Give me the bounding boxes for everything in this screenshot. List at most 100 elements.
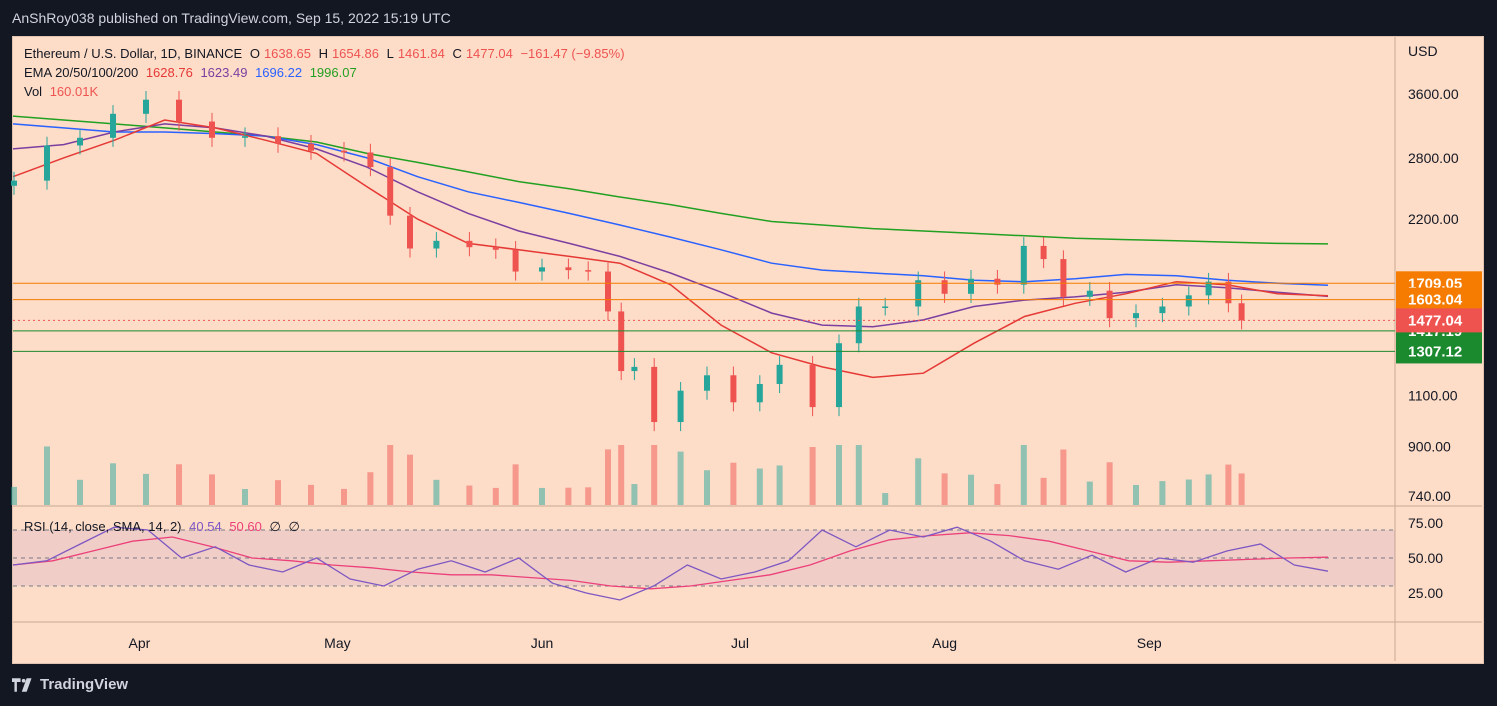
volume-bar bbox=[367, 472, 374, 505]
rsi-legend: RSI (14, close, SMA, 14, 2) 40.54 50.60 … bbox=[24, 519, 304, 535]
publish-header: AnShRoy038 published on TradingView.com,… bbox=[12, 10, 451, 26]
y-tick-label: 740.00 bbox=[1408, 488, 1451, 504]
candle-body bbox=[1060, 259, 1067, 297]
volume-bar bbox=[1185, 479, 1192, 505]
candle-body bbox=[512, 249, 519, 272]
volume-bar bbox=[565, 487, 572, 505]
ema50-line bbox=[12, 123, 1329, 328]
candle-body bbox=[1133, 313, 1139, 319]
volume-bar bbox=[585, 487, 592, 505]
volume-bar bbox=[1225, 464, 1232, 505]
low-label: L bbox=[386, 46, 394, 61]
volume-bar bbox=[387, 445, 394, 505]
volume-bar bbox=[110, 463, 116, 505]
y-tick-label: 2800.00 bbox=[1408, 150, 1459, 166]
rsi-sma-line bbox=[12, 532, 1329, 590]
ema20-value: 1628.76 bbox=[145, 65, 193, 80]
volume-bar bbox=[1020, 445, 1027, 505]
volume-bar bbox=[631, 484, 638, 505]
y-tick-label: 1100.00 bbox=[1408, 387, 1458, 403]
candle-body bbox=[176, 99, 182, 122]
volume-bar bbox=[915, 458, 922, 505]
volume-bar bbox=[341, 488, 347, 505]
candle-body bbox=[994, 278, 1001, 285]
volume-bar bbox=[941, 473, 948, 505]
ema20-line bbox=[12, 119, 1329, 379]
candle-body bbox=[367, 152, 374, 168]
tradingview-logo-icon bbox=[12, 677, 32, 692]
volume-bar bbox=[756, 468, 763, 505]
volume-bar bbox=[1159, 481, 1166, 505]
y-tick-label: 3600.00 bbox=[1408, 86, 1459, 102]
rsi-label: RSI (14, close, SMA, 14, 2) bbox=[24, 519, 182, 534]
close-value: 1477.04 bbox=[465, 46, 513, 61]
chart-legend: Ethereum / U.S. Dollar, 1D, BINANCE O 163… bbox=[24, 44, 629, 101]
currency-label: USD bbox=[1408, 43, 1438, 59]
volume-bar bbox=[275, 480, 281, 505]
footer-brand-label: TradingView bbox=[40, 676, 129, 693]
open-label: O bbox=[249, 46, 260, 61]
rsi-sma-value: 50.60 bbox=[229, 519, 262, 534]
volume-bar bbox=[1086, 481, 1093, 505]
ema-label: EMA 20/50/100/200 bbox=[24, 65, 139, 80]
candle-body bbox=[11, 180, 17, 186]
y-tick-label: 2200.00 bbox=[1408, 211, 1459, 227]
candle-body bbox=[882, 306, 889, 308]
volume-bar bbox=[1133, 484, 1139, 505]
candle-body bbox=[1086, 290, 1093, 297]
candle-body bbox=[110, 113, 116, 138]
low-value: 1461.84 bbox=[397, 46, 445, 61]
footer-brand[interactable]: TradingView bbox=[12, 676, 128, 693]
x-tick-label: May bbox=[324, 635, 350, 651]
open-value: 1638.65 bbox=[263, 46, 311, 61]
candle-body bbox=[585, 270, 592, 272]
candle-body bbox=[968, 278, 974, 294]
candle-body bbox=[565, 267, 572, 271]
volume-bar bbox=[855, 445, 862, 505]
volume-bar bbox=[433, 479, 440, 505]
volume-bar bbox=[44, 446, 50, 505]
candle-body bbox=[466, 240, 473, 248]
volume-bar bbox=[176, 464, 182, 505]
rsi-y-tick-label: 50.00 bbox=[1408, 550, 1443, 566]
volume-bar bbox=[968, 474, 974, 505]
last-price-badge bbox=[1396, 308, 1482, 333]
close-label: C bbox=[452, 46, 462, 61]
volume-bar bbox=[11, 486, 17, 505]
volume-bar bbox=[492, 487, 499, 505]
rsi-y-tick-label: 75.00 bbox=[1408, 515, 1443, 531]
candle-body bbox=[1205, 281, 1212, 296]
candle-body bbox=[341, 150, 347, 153]
volume-bar bbox=[242, 489, 248, 505]
high-value: 1654.86 bbox=[331, 46, 379, 61]
candle-body bbox=[941, 280, 948, 294]
x-tick-label: Apr bbox=[129, 635, 151, 651]
x-tick-label: Aug bbox=[932, 635, 957, 651]
vol-label: Vol bbox=[24, 84, 43, 99]
level-badge bbox=[1396, 287, 1482, 312]
volume-bar bbox=[677, 451, 684, 505]
volume-bar bbox=[776, 465, 783, 505]
volume-bar bbox=[209, 474, 215, 505]
candle-body bbox=[618, 311, 625, 372]
candle-body bbox=[433, 240, 440, 249]
symbol-label: Ethereum / U.S. Dollar, 1D, BINANCE bbox=[24, 46, 243, 61]
candle-body bbox=[407, 215, 413, 249]
ema200-line bbox=[12, 115, 1329, 245]
volume-bar bbox=[704, 470, 710, 505]
candle-body bbox=[855, 306, 862, 344]
x-tick-label: Jul bbox=[731, 635, 749, 651]
candle-body bbox=[77, 137, 83, 146]
level-badge bbox=[1396, 339, 1482, 364]
candle-body bbox=[275, 136, 281, 144]
candle-body bbox=[1159, 306, 1166, 314]
rsi-line bbox=[12, 526, 1329, 601]
volume-bar bbox=[730, 462, 737, 505]
candle-body bbox=[915, 280, 922, 307]
candle-body bbox=[809, 364, 816, 408]
last-price-label: 1477.04 bbox=[1408, 312, 1463, 329]
candle-body bbox=[492, 247, 499, 250]
volume-bar bbox=[809, 447, 816, 505]
volume-bar bbox=[143, 473, 149, 505]
